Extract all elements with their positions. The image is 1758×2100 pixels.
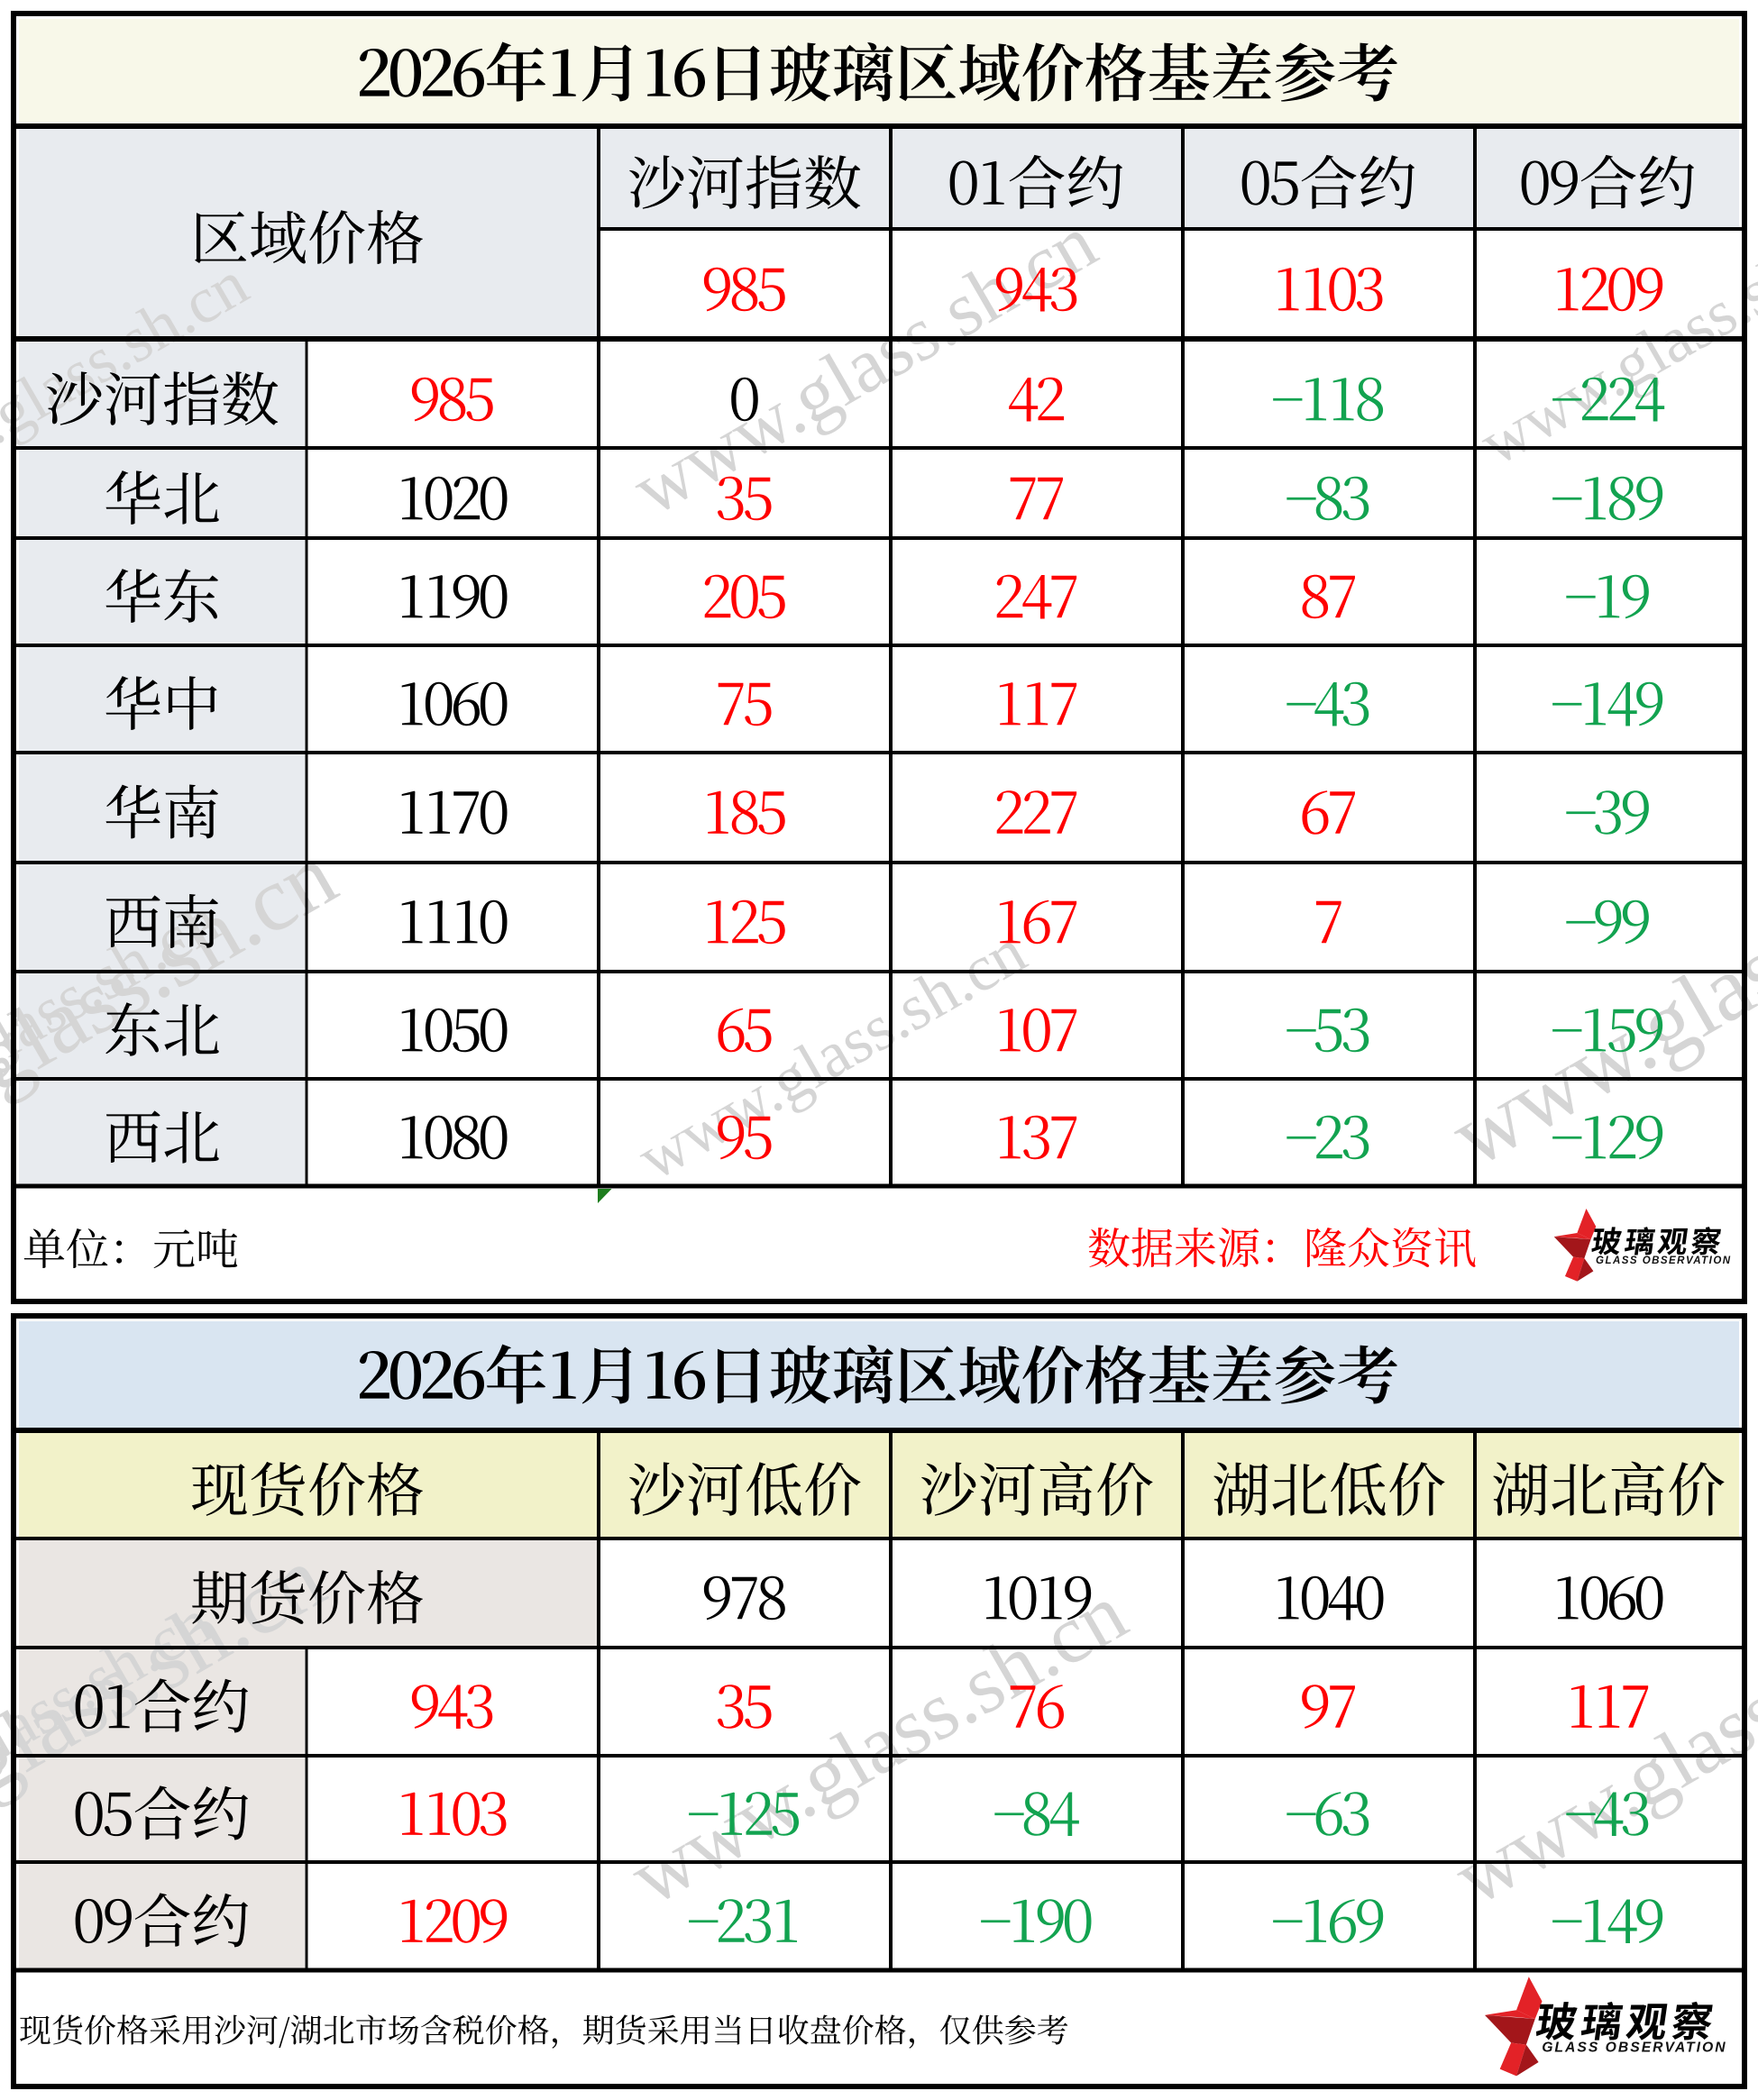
- svg-text:GLASS OBSERVATION: GLASS OBSERVATION: [1596, 1255, 1731, 1266]
- svg-text:GLASS OBSERVATION: GLASS OBSERVATION: [1542, 2040, 1726, 2055]
